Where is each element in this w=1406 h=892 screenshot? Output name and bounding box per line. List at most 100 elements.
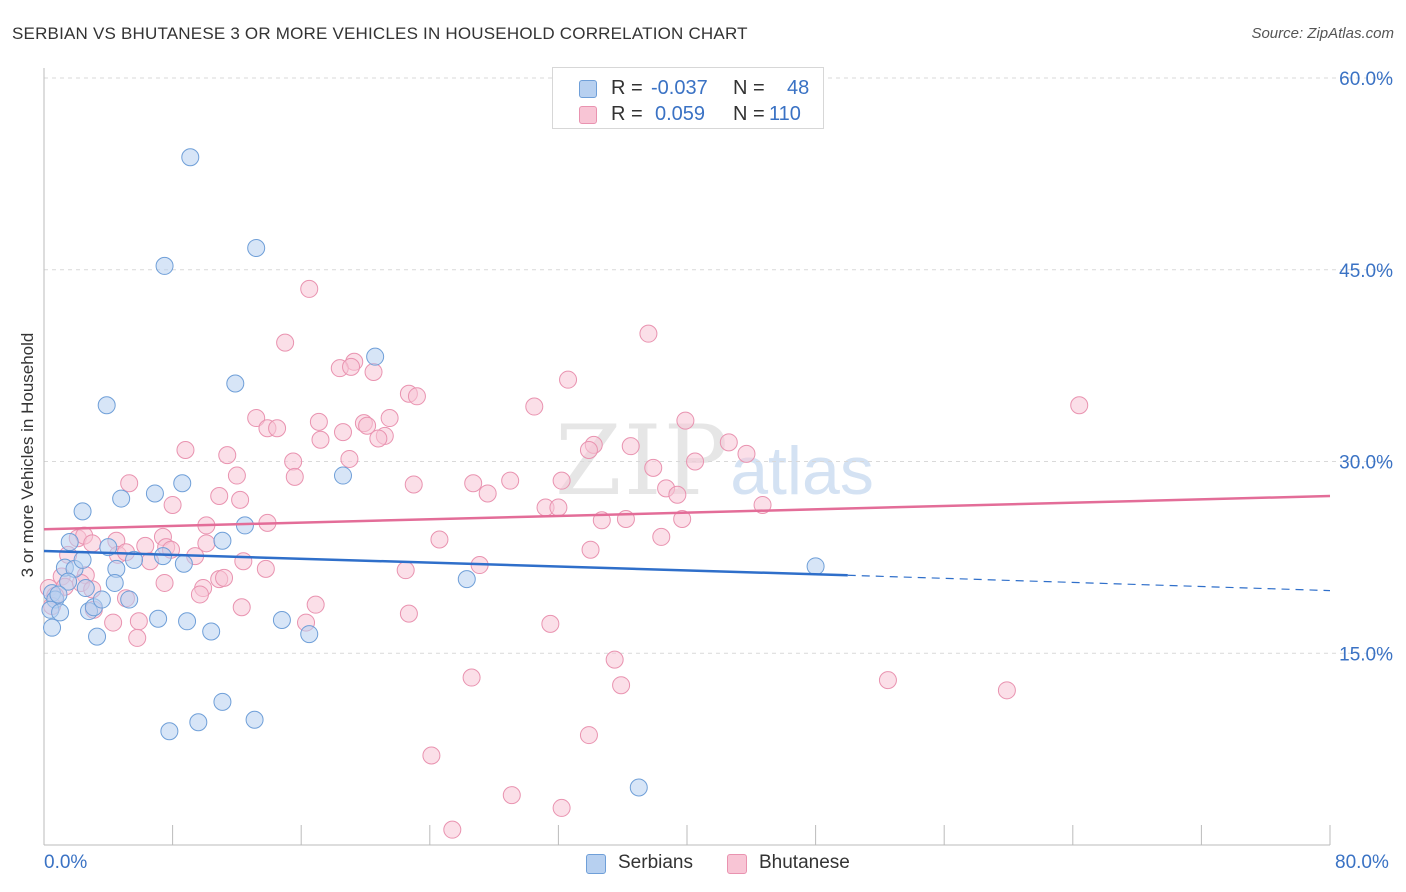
bhutanese-point bbox=[309, 412, 328, 431]
r-label: R = bbox=[611, 77, 643, 99]
bhutanese-point bbox=[369, 429, 388, 448]
serbian-point bbox=[88, 627, 107, 646]
bhutanese-point bbox=[380, 409, 399, 428]
bhutanese-point bbox=[227, 466, 246, 485]
bhutanese-point bbox=[878, 671, 897, 690]
bhutanese-point bbox=[396, 561, 415, 580]
bhutanese-point bbox=[340, 449, 359, 468]
serbian-point bbox=[43, 618, 62, 637]
serbian-point bbox=[92, 590, 111, 609]
serbian-point bbox=[49, 585, 68, 604]
serbian-point bbox=[300, 625, 319, 644]
bhutanese-point bbox=[404, 475, 423, 494]
bhutanese-point bbox=[673, 510, 692, 529]
bhutanese-point bbox=[737, 444, 756, 463]
serbian-point bbox=[213, 531, 232, 550]
n-label: N = bbox=[733, 103, 765, 125]
bhutanese-point bbox=[612, 676, 631, 695]
serbian-point bbox=[145, 484, 164, 503]
series-legend: Serbians Bhutanese bbox=[0, 852, 1406, 878]
bhutanese-point bbox=[333, 423, 352, 442]
serbian-point bbox=[174, 554, 193, 573]
serbian-point bbox=[125, 550, 144, 569]
bhutanese-point bbox=[311, 430, 330, 449]
serbian-point bbox=[112, 489, 131, 508]
serbian-trend-extension bbox=[847, 574, 1331, 592]
serbian-point bbox=[51, 603, 70, 622]
bhutanese-point bbox=[256, 559, 275, 578]
bhutanese-point bbox=[129, 612, 148, 631]
bhutanese-point bbox=[306, 595, 325, 614]
serbian-point bbox=[76, 579, 95, 598]
serbian-point bbox=[155, 256, 174, 275]
serbian-point bbox=[178, 612, 197, 631]
bhutanese-point bbox=[552, 471, 571, 490]
bhutanese-point bbox=[676, 411, 695, 430]
bhutanese-point bbox=[753, 495, 772, 514]
y-tick-label: 30.0% bbox=[1339, 453, 1393, 474]
serbian-point bbox=[59, 572, 78, 591]
serbian-point bbox=[73, 550, 92, 569]
bhutanese-point bbox=[581, 540, 600, 559]
bhutanese-point bbox=[644, 458, 663, 477]
bhutanese-point bbox=[579, 440, 598, 459]
correlation-legend: R = -0.037 N = 48 R = 0.059 N = 110 bbox=[552, 67, 824, 129]
bhutanese-point bbox=[83, 534, 102, 553]
bhutanese-point bbox=[358, 416, 377, 435]
bhutanese-swatch bbox=[727, 854, 747, 874]
legend-row-bhutanese: R = 0.059 N = 110 bbox=[553, 100, 823, 128]
bhutanese-point bbox=[218, 446, 237, 465]
serbian-point bbox=[245, 710, 264, 729]
bhutanese-point bbox=[501, 471, 520, 490]
source-credit: Source: ZipAtlas.com bbox=[1251, 25, 1394, 42]
bhutanese-point bbox=[579, 726, 598, 745]
bhutanese-point bbox=[525, 397, 544, 416]
chart-title: SERBIAN VS BHUTANESE 3 OR MORE VEHICLES … bbox=[12, 24, 748, 43]
r-value: -0.037 bbox=[651, 77, 708, 99]
serbian-point bbox=[105, 573, 124, 592]
serbian-point bbox=[272, 611, 291, 630]
bhutanese-point bbox=[502, 786, 521, 805]
bhutanese-point bbox=[652, 527, 671, 546]
bhutanese-point bbox=[234, 552, 253, 571]
bhutanese-point bbox=[104, 613, 123, 632]
bhutanese-point bbox=[342, 357, 361, 376]
serbian-point bbox=[333, 466, 352, 485]
bhutanese-point bbox=[443, 820, 462, 839]
serbian-point bbox=[153, 547, 172, 566]
legend-label: Bhutanese bbox=[759, 852, 850, 873]
y-tick-labels: 15.0% 30.0% 45.0% 60.0% bbox=[1339, 69, 1393, 665]
bhutanese-point bbox=[549, 498, 568, 517]
bhutanese-point bbox=[231, 490, 250, 509]
bhutanese-point bbox=[478, 484, 497, 503]
serbian-point bbox=[247, 239, 266, 258]
bhutanese-point bbox=[215, 568, 234, 587]
r-value: 0.059 bbox=[655, 103, 706, 125]
serbian-point bbox=[202, 622, 221, 641]
serbian-point bbox=[213, 692, 232, 711]
bhutanese-point bbox=[621, 437, 640, 456]
bhutanese-point bbox=[639, 324, 658, 343]
n-value: 48 bbox=[787, 77, 810, 99]
bhutanese-point bbox=[686, 452, 705, 471]
bhutanese-point bbox=[190, 585, 209, 604]
bhutanese-point bbox=[668, 485, 687, 504]
r-label: R = bbox=[611, 103, 643, 125]
serbians-swatch bbox=[586, 854, 606, 874]
bhutanese-point bbox=[300, 279, 319, 298]
serbian-point bbox=[149, 609, 168, 628]
bhutanese-point bbox=[268, 419, 287, 438]
serbian-point bbox=[173, 474, 192, 493]
bhutanese-point bbox=[1070, 396, 1089, 415]
serbian-point bbox=[457, 570, 476, 589]
trend-lines bbox=[43, 494, 1331, 592]
serbian-point bbox=[160, 722, 179, 741]
bhutanese-point bbox=[232, 598, 251, 617]
x-tick-label-max: 80.0% bbox=[1335, 852, 1389, 873]
bhutanese-point bbox=[407, 387, 426, 406]
axes bbox=[43, 68, 1331, 846]
n-value: 110 bbox=[769, 103, 801, 125]
serbian-trend-line bbox=[43, 549, 848, 577]
bhutanese-point bbox=[247, 409, 266, 428]
